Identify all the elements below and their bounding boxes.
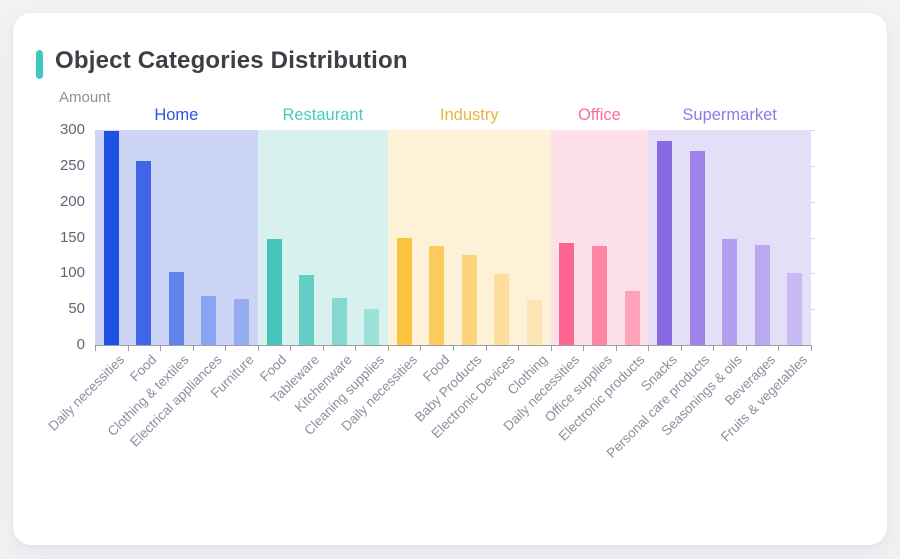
group-label-industry: Industry <box>439 106 499 124</box>
right-axis-tick <box>811 273 815 275</box>
group-label-home: Home <box>154 106 199 124</box>
x-axis-tick <box>615 346 617 351</box>
x-axis-tick <box>257 346 259 351</box>
title-accent-bar <box>36 50 43 79</box>
bar[interactable] <box>657 141 673 345</box>
x-axis-tick <box>811 346 812 351</box>
group-label-office: Office <box>578 106 621 124</box>
x-axis-tick <box>648 346 650 351</box>
x-axis-tick <box>225 346 227 351</box>
bar[interactable] <box>396 237 412 345</box>
bar[interactable] <box>787 272 803 345</box>
x-axis-tick <box>322 346 324 351</box>
bar[interactable] <box>624 291 640 345</box>
x-axis-tick <box>550 346 552 351</box>
group-label-supermarket: Supermarket <box>682 106 777 124</box>
x-axis-tick <box>778 346 780 351</box>
x-axis-tick <box>453 346 454 351</box>
bar[interactable] <box>364 309 380 345</box>
x-axis-tick <box>583 346 585 351</box>
bar-chart: 0 50 100 150 200 250 300 Home Daily necessities F… <box>13 13 887 545</box>
y-axis-label: 250 <box>59 156 85 174</box>
y-axis-label: 300 <box>59 121 85 138</box>
bar[interactable] <box>266 238 282 345</box>
bar[interactable] <box>429 246 445 345</box>
bar[interactable] <box>331 298 347 345</box>
bar[interactable] <box>136 160 152 345</box>
bar[interactable] <box>494 274 510 345</box>
x-axis-tick <box>192 346 194 351</box>
x-axis-tick <box>420 346 422 351</box>
x-axis-tick <box>355 346 357 351</box>
y-axis-label: 200 <box>59 192 85 210</box>
x-axis-tick <box>680 346 682 351</box>
bar[interactable] <box>754 244 770 345</box>
bar[interactable] <box>526 299 542 345</box>
x-axis-line <box>95 345 812 346</box>
x-axis-tick <box>290 346 292 351</box>
right-axis-tick <box>811 130 815 131</box>
bar[interactable] <box>299 275 315 345</box>
y-axis-label: 0 <box>76 336 85 353</box>
bar[interactable] <box>722 238 738 345</box>
right-axis-tick <box>811 165 815 167</box>
y-axis-title: Amount <box>59 89 111 106</box>
y-axis-label: 100 <box>59 264 85 282</box>
x-axis-tick <box>485 346 487 351</box>
right-axis-tick <box>811 309 815 311</box>
bar[interactable] <box>689 150 705 345</box>
bar[interactable] <box>591 246 607 345</box>
bar[interactable] <box>559 243 575 345</box>
x-axis-tick <box>127 346 129 351</box>
bar[interactable] <box>103 131 119 345</box>
bar[interactable] <box>168 271 184 345</box>
right-axis-tick <box>811 237 815 239</box>
y-axis-label: 150 <box>59 228 85 246</box>
right-axis-tick <box>811 201 815 203</box>
x-axis-tick <box>713 346 715 351</box>
x-axis-tick <box>745 346 747 351</box>
y-axis-label: 50 <box>68 300 85 318</box>
x-axis-tick <box>160 346 162 351</box>
group-label-restaurant: Restaurant <box>282 106 364 124</box>
bar[interactable] <box>461 254 477 345</box>
bar[interactable] <box>233 299 249 345</box>
x-axis-tick <box>95 346 96 351</box>
bar[interactable] <box>201 296 217 345</box>
x-axis-tick <box>387 346 389 351</box>
x-axis-tick <box>518 346 520 351</box>
page-title: Object Categories Distribution <box>55 47 408 74</box>
